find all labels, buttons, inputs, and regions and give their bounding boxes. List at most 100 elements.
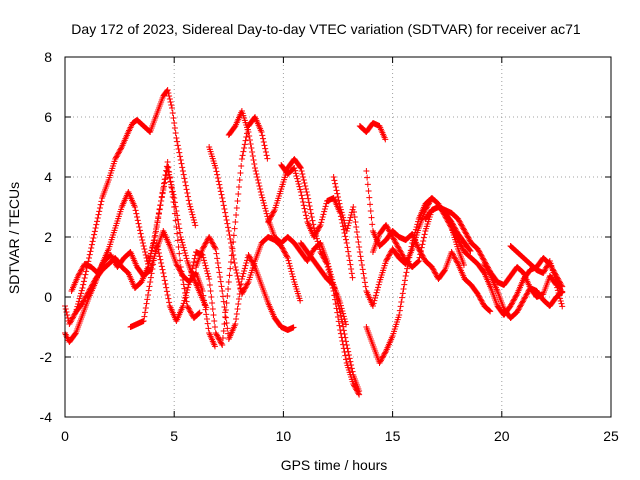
data-point	[356, 244, 363, 250]
data-point	[349, 368, 356, 375]
data-point	[340, 214, 347, 221]
data-point	[64, 315, 71, 321]
data-point	[359, 262, 366, 268]
data-point	[452, 255, 459, 262]
data-point	[254, 174, 261, 180]
data-point	[138, 234, 145, 240]
data-point	[220, 298, 227, 305]
data-point	[433, 272, 440, 278]
data-point	[217, 339, 224, 346]
data-point	[474, 246, 481, 252]
data-point	[512, 293, 519, 300]
data-point	[154, 243, 161, 250]
data-point	[88, 284, 95, 290]
data-point	[262, 205, 269, 212]
data-point	[172, 130, 179, 136]
data-point	[351, 214, 358, 220]
data-point	[181, 297, 188, 304]
data-point	[420, 234, 427, 241]
data-point	[316, 246, 323, 253]
data-point	[331, 285, 338, 291]
data-point	[340, 327, 347, 334]
data-point	[333, 187, 340, 194]
data-point	[216, 269, 223, 276]
data-point	[313, 230, 320, 236]
data-point	[222, 309, 229, 316]
data-point	[397, 248, 404, 255]
data-point	[253, 171, 260, 177]
data-point	[353, 224, 360, 230]
data-point	[89, 238, 96, 245]
data-point	[96, 205, 103, 211]
data-point	[450, 229, 457, 235]
data-point	[415, 218, 422, 225]
data-point	[310, 221, 317, 228]
data-point	[188, 269, 195, 275]
data-point	[378, 356, 385, 362]
data-point	[87, 285, 94, 292]
data-point	[213, 250, 220, 257]
data-point	[81, 275, 88, 281]
data-point	[94, 218, 101, 225]
data-point	[200, 254, 207, 261]
data-point	[342, 233, 349, 240]
data-point	[166, 174, 173, 180]
data-point	[227, 259, 234, 265]
data-point	[383, 223, 390, 230]
data-point	[183, 255, 190, 262]
data-point	[448, 249, 455, 255]
data-point	[157, 256, 164, 263]
data-point	[67, 319, 74, 326]
data-point	[222, 209, 229, 216]
data-point	[459, 224, 466, 230]
data-point	[297, 297, 304, 304]
data-point	[263, 152, 270, 159]
data-point	[172, 217, 179, 224]
data-point	[348, 362, 355, 368]
data-point	[256, 183, 263, 189]
data-point	[516, 305, 523, 311]
data-point	[460, 225, 467, 232]
data-point	[321, 208, 328, 215]
data-point	[384, 224, 391, 231]
data-point	[558, 288, 565, 295]
data-point	[337, 204, 344, 210]
data-point	[305, 199, 312, 206]
data-point	[173, 261, 180, 267]
data-point	[382, 136, 389, 143]
data-point	[284, 253, 291, 260]
data-point	[233, 205, 240, 211]
data-point	[212, 330, 219, 336]
data-point	[171, 204, 178, 210]
data-point	[463, 232, 470, 238]
data-point	[300, 174, 307, 180]
data-point	[486, 270, 493, 277]
data-point	[219, 198, 226, 205]
data-point	[457, 241, 464, 247]
data-point	[174, 262, 181, 269]
data-point	[222, 314, 229, 321]
data-point	[177, 157, 184, 163]
data-point	[347, 261, 354, 268]
data-point	[463, 230, 470, 237]
data-point	[206, 282, 213, 288]
data-point	[517, 303, 523, 310]
data-point	[302, 212, 309, 219]
data-point	[219, 335, 226, 341]
data-point	[211, 318, 218, 324]
data-point	[183, 289, 190, 296]
data-point	[483, 265, 490, 271]
data-point	[240, 148, 247, 155]
data-point	[146, 283, 153, 290]
chart-title: Day 172 of 2023, Sidereal Day-to-day VTE…	[71, 21, 581, 37]
data-point	[479, 254, 486, 260]
data-point	[200, 292, 207, 299]
data-point	[177, 153, 184, 160]
data-point	[339, 320, 346, 326]
data-point	[232, 219, 239, 225]
data-point	[232, 264, 239, 270]
data-point	[179, 239, 186, 246]
data-point	[311, 232, 318, 239]
data-point	[357, 253, 364, 260]
data-point	[348, 270, 355, 277]
